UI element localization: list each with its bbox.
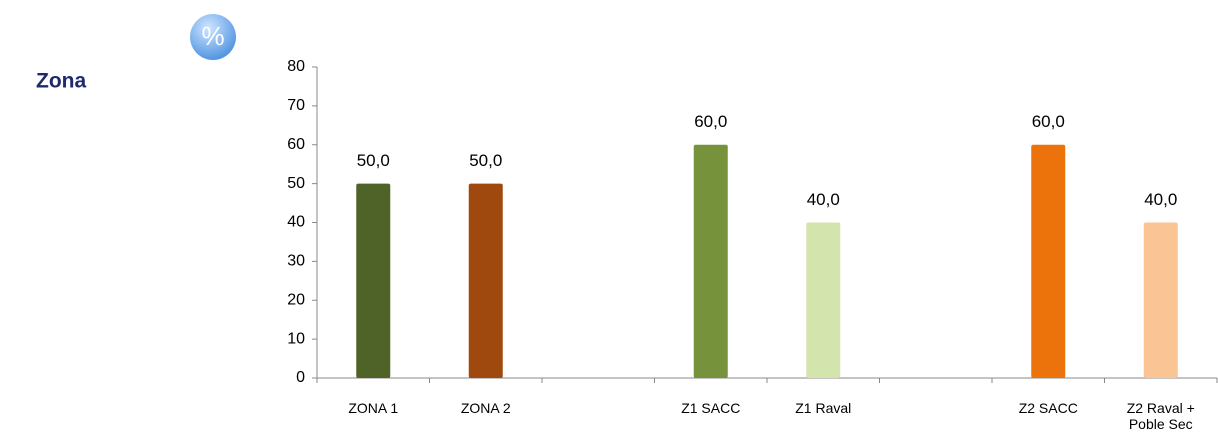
bar bbox=[356, 183, 391, 378]
x-tick-label: Z1 Raval bbox=[795, 400, 852, 416]
y-tick-label: 70 bbox=[287, 97, 305, 114]
x-tick-label: Z2 SACC bbox=[1018, 400, 1078, 416]
x-tick-label: Z1 SACC bbox=[681, 400, 741, 416]
y-tick-label: 20 bbox=[287, 291, 305, 308]
value-label: 60,0 bbox=[694, 112, 727, 131]
value-label: 50,0 bbox=[357, 151, 390, 170]
y-tick-label: 30 bbox=[287, 253, 305, 270]
value-label: 40,0 bbox=[807, 190, 840, 209]
y-tick-label: 0 bbox=[296, 369, 305, 386]
x-tick-label: Z2 Raval + Poble Sec bbox=[1126, 400, 1195, 432]
y-tick-label: 40 bbox=[287, 214, 305, 231]
unit-badge bbox=[190, 14, 236, 60]
y-tick-label: 50 bbox=[287, 175, 305, 192]
value-label: 50,0 bbox=[469, 151, 502, 170]
y-tick-label: 80 bbox=[287, 58, 305, 75]
y-unit: % bbox=[201, 21, 224, 51]
bar bbox=[1143, 222, 1178, 378]
x-tick-label: ZONA 2 bbox=[460, 400, 511, 416]
bar bbox=[806, 222, 841, 378]
bar bbox=[468, 183, 503, 378]
bar bbox=[1031, 144, 1066, 378]
bar bbox=[693, 144, 728, 378]
x-tick-label: ZONA 1 bbox=[348, 400, 399, 416]
y-tick-label: 10 bbox=[287, 330, 305, 347]
value-label: 60,0 bbox=[1032, 112, 1065, 131]
value-label: 40,0 bbox=[1144, 190, 1177, 209]
chart-title: Zona bbox=[36, 70, 86, 93]
y-tick-label: 60 bbox=[287, 136, 305, 153]
